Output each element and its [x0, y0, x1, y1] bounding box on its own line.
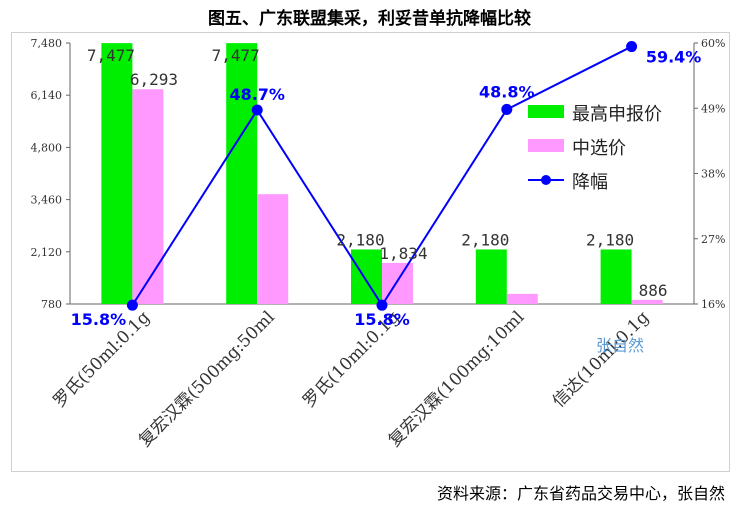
left-tick-label: 4,800	[31, 141, 63, 154]
decline-point	[376, 299, 388, 311]
legend-label: 中选价	[572, 138, 626, 159]
bar-max-price	[351, 249, 382, 304]
right-tick-label: 60%	[701, 37, 725, 50]
right-tick-label: 49%	[701, 102, 725, 115]
left-tick-label: 780	[41, 298, 62, 311]
decline-label: 59.4%	[646, 48, 702, 67]
bar-selected-price	[257, 194, 289, 304]
bar-max-price	[600, 249, 632, 304]
left-tick-label: 2,120	[31, 246, 63, 259]
bar-max-price	[101, 43, 133, 304]
left-tick-label: 6,140	[31, 89, 63, 102]
bar-value-label: 7,477	[212, 46, 260, 65]
decline-label: 15.8%	[71, 310, 127, 329]
bar-selected-price	[132, 89, 164, 304]
legend-marker	[541, 175, 551, 185]
bar-max-price	[226, 43, 258, 304]
decline-label: 48.8%	[479, 82, 535, 101]
decline-point	[126, 299, 138, 311]
bar-value-label: 886	[639, 281, 668, 300]
decline-point	[501, 103, 513, 115]
legend-label: 降幅	[572, 172, 608, 193]
bar-value-label: 2,180	[336, 230, 384, 249]
x-category-label: 复宏汉霖(500mg:50ml	[135, 307, 279, 451]
watermark: 张自然	[596, 336, 644, 355]
source-note: 资料来源：广东省药品交易中心，张自然	[436, 484, 725, 503]
bar-value-label: 2,180	[586, 230, 634, 249]
right-tick-label: 27%	[701, 233, 725, 246]
left-tick-label: 3,460	[31, 194, 63, 207]
legend-swatch	[528, 105, 564, 118]
x-category-label: 信达(10ml:0.1g	[549, 307, 653, 411]
bar-value-label: 6,293	[130, 70, 178, 89]
decline-point	[251, 104, 263, 116]
right-tick-label: 38%	[701, 168, 725, 181]
bar-max-price	[475, 249, 507, 304]
legend-label: 最高申报价	[572, 104, 662, 125]
decline-label: 48.7%	[229, 85, 285, 104]
left-tick-label: 7,480	[31, 37, 63, 50]
bar-value-label: 2,180	[461, 230, 509, 249]
decline-label: 15.8%	[354, 310, 410, 329]
bar-value-label: 1,834	[379, 244, 427, 263]
chart-title: 图五、广东联盟集采，利妥昔单抗降幅比较	[208, 9, 531, 29]
legend-swatch	[528, 139, 564, 152]
bar-value-label: 7,477	[87, 46, 135, 65]
bar-selected-price	[506, 293, 538, 304]
right-tick-label: 16%	[701, 298, 725, 311]
decline-point	[626, 41, 638, 53]
bar-selected-price	[631, 299, 663, 304]
chart-frame	[11, 32, 730, 472]
